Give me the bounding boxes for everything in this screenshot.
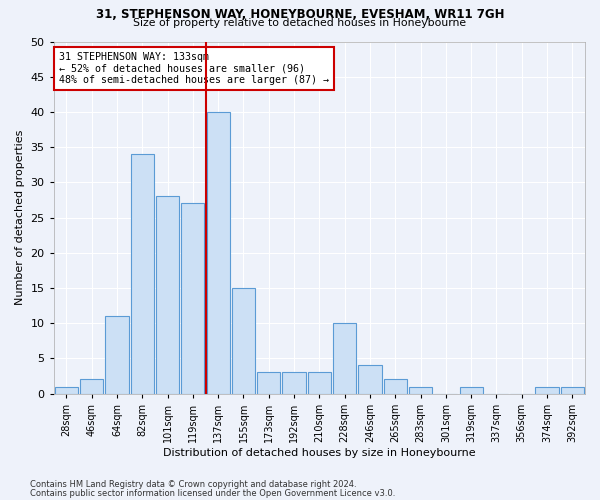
Text: Contains HM Land Registry data © Crown copyright and database right 2024.: Contains HM Land Registry data © Crown c… bbox=[30, 480, 356, 489]
Bar bbox=[283, 372, 305, 394]
Bar bbox=[181, 204, 205, 394]
Bar bbox=[257, 372, 280, 394]
Y-axis label: Number of detached properties: Number of detached properties bbox=[15, 130, 25, 305]
Bar bbox=[232, 288, 255, 394]
Text: 31, STEPHENSON WAY, HONEYBOURNE, EVESHAM, WR11 7GH: 31, STEPHENSON WAY, HONEYBOURNE, EVESHAM… bbox=[96, 8, 504, 20]
Bar bbox=[409, 386, 432, 394]
X-axis label: Distribution of detached houses by size in Honeybourne: Distribution of detached houses by size … bbox=[163, 448, 476, 458]
Text: Size of property relative to detached houses in Honeybourne: Size of property relative to detached ho… bbox=[133, 18, 467, 28]
Text: 31 STEPHENSON WAY: 133sqm
← 52% of detached houses are smaller (96)
48% of semi-: 31 STEPHENSON WAY: 133sqm ← 52% of detac… bbox=[59, 52, 329, 86]
Bar bbox=[535, 386, 559, 394]
Bar bbox=[333, 323, 356, 394]
Bar bbox=[358, 366, 382, 394]
Bar bbox=[106, 316, 128, 394]
Text: Contains public sector information licensed under the Open Government Licence v3: Contains public sector information licen… bbox=[30, 488, 395, 498]
Bar bbox=[80, 380, 103, 394]
Bar bbox=[460, 386, 483, 394]
Bar bbox=[383, 380, 407, 394]
Bar bbox=[55, 386, 78, 394]
Bar bbox=[131, 154, 154, 394]
Bar bbox=[156, 196, 179, 394]
Bar bbox=[206, 112, 230, 394]
Bar bbox=[308, 372, 331, 394]
Bar bbox=[561, 386, 584, 394]
